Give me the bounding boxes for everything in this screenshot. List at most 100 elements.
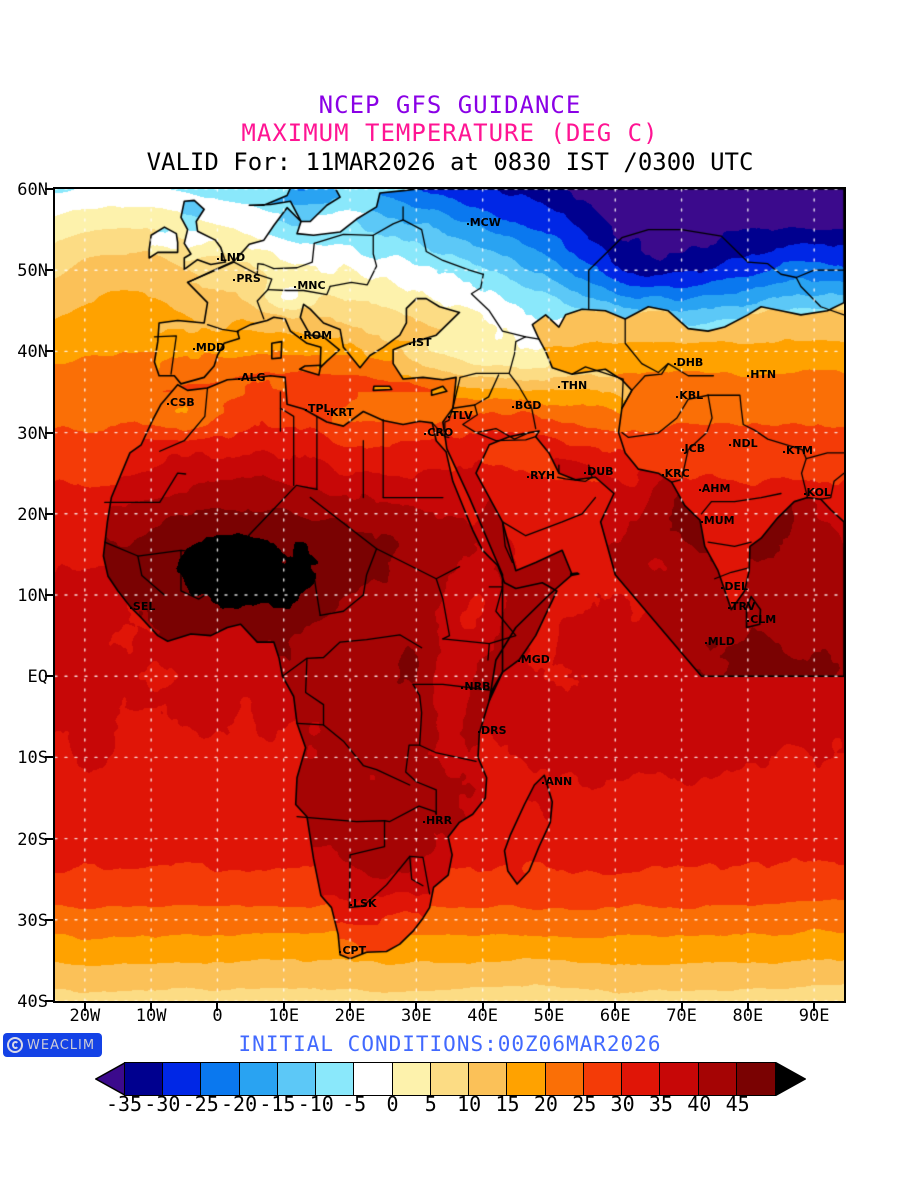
circle-c-icon: [7, 1037, 23, 1053]
city-label: KRC: [664, 467, 690, 480]
x-axis-label: 20W: [69, 1006, 101, 1026]
colorbar-tick-label: 5: [424, 1092, 437, 1116]
map-raster: [55, 189, 844, 1001]
y-axis-label: 40N: [17, 342, 48, 363]
y-axis-label: 20S: [17, 829, 48, 850]
city-label: ANN: [545, 774, 573, 788]
city-marker: [676, 396, 679, 399]
colorbar-tick-label: 20: [533, 1092, 558, 1116]
city-marker: [350, 903, 353, 906]
y-axis-tick: [45, 918, 53, 921]
colorbar-tick-label: -25: [182, 1092, 219, 1116]
y-axis-label: 10N: [17, 586, 48, 606]
city-label: TPL: [307, 402, 331, 416]
city-label: ROM: [303, 328, 333, 342]
y-axis-tick: [45, 756, 53, 759]
city-marker: [729, 443, 732, 446]
x-axis-tick: [547, 1003, 550, 1011]
city-label: PRS: [236, 272, 261, 286]
city-marker: [300, 335, 303, 338]
x-axis-tick: [150, 1003, 153, 1011]
city-label: SEL: [132, 600, 156, 614]
weaclim-logo[interactable]: WEACLIM: [3, 1033, 103, 1057]
x-axis-label: 40E: [467, 1006, 498, 1026]
colorbar-segment: [316, 1063, 355, 1095]
x-axis-label: 60E: [599, 1006, 631, 1026]
city-marker: [326, 413, 329, 416]
city-marker: [422, 820, 425, 823]
city-marker: [698, 489, 701, 492]
title-line-product: MAXIMUM TEMPERATURE (DEG C): [241, 119, 659, 147]
city-marker: [192, 348, 195, 351]
title-line-agency: NCEP GFS GUIDANCE: [318, 91, 582, 119]
x-axis-tick: [481, 1003, 484, 1011]
x-axis-label: 30E: [400, 1006, 432, 1026]
colorbar-tick-label: -20: [220, 1092, 258, 1116]
y-axis-tick: [45, 512, 53, 515]
city-label: NRB: [464, 679, 491, 693]
title-block: NCEP GFS GUIDANCE MAXIMUM TEMPERATURE (D…: [0, 92, 900, 177]
city-label: JCB: [684, 441, 706, 455]
colorbar-tick-label: -10: [297, 1092, 334, 1116]
colorbar-segment: [736, 1063, 775, 1095]
temperature-map[interactable]: MCW LND PRS MNC ROM IST MDD ALG CSB TPL KRT CRO TLV B…: [53, 187, 846, 1003]
colorbar-tick-label: 40: [687, 1092, 712, 1116]
city-marker: [558, 386, 561, 389]
city-label: MNC: [297, 278, 326, 292]
city-marker: [167, 403, 170, 406]
y-axis-label: 30N: [17, 423, 48, 444]
city-label: TLV: [451, 408, 473, 422]
colorbar-segment: [354, 1063, 393, 1095]
city-label: THN: [561, 379, 588, 393]
city-label: LND: [219, 251, 246, 265]
city-label: HRR: [425, 813, 453, 827]
city-label: AHM: [701, 482, 731, 496]
colorbar-segment: [392, 1063, 431, 1095]
x-axis-tick: [680, 1003, 683, 1011]
colorbar-tick-label: 45: [725, 1092, 750, 1116]
colorbar-tick-label: 0: [386, 1092, 399, 1116]
x-axis-label: 0: [212, 1006, 223, 1026]
city-label: MUM: [703, 514, 735, 528]
city-label: CPT: [342, 944, 367, 958]
x-axis-tick: [746, 1003, 749, 1011]
colorbar-tick-label: 25: [572, 1092, 597, 1116]
colorbar-segment: [239, 1063, 278, 1095]
city-label: HTN: [750, 367, 777, 381]
x-axis-tick: [216, 1003, 219, 1011]
x-axis-label: 90E: [798, 1006, 830, 1026]
city-marker: [409, 343, 412, 346]
colorbar-segment: [125, 1063, 164, 1095]
city-label: CSB: [170, 396, 195, 410]
city-marker: [466, 223, 469, 226]
initial-conditions-caption: INITIAL CONDITIONS:00Z06MAR2026: [238, 1032, 662, 1056]
city-marker: [661, 474, 664, 476]
x-axis-label: 10E: [268, 1006, 300, 1026]
y-axis-tick: [45, 431, 53, 434]
city-marker: [747, 620, 750, 623]
city-label: MCW: [469, 216, 501, 230]
colorbar-segment: [545, 1063, 584, 1095]
city-label: TRV: [730, 600, 756, 614]
city-marker: [339, 951, 342, 954]
y-axis-label: 40S: [17, 992, 48, 1012]
city-marker: [747, 374, 750, 377]
colorbar-ticks: -35 -30 -25 -20 -15 -10 -5 0 5 10 15 20 25 30 35 40 45: [95, 1092, 805, 1118]
x-axis-tick: [614, 1003, 617, 1011]
colorbar-segments: [124, 1062, 776, 1096]
x-axis-tick: [415, 1003, 418, 1011]
city-marker: [542, 781, 545, 784]
city-marker: [461, 686, 464, 689]
colorbar-tick-label: -30: [144, 1092, 181, 1116]
colorbar-tick-label: 15: [495, 1092, 520, 1116]
y-axis-tick: [45, 837, 53, 840]
colorbar-segment: [622, 1063, 661, 1095]
colorbar-segment: [430, 1063, 470, 1095]
city-marker: [237, 378, 240, 381]
colorbar-segment: [277, 1063, 317, 1095]
colorbar-tick-label: 30: [610, 1092, 635, 1116]
colorbar-tick-label: 35: [648, 1092, 673, 1116]
y-axis-tick: [45, 675, 53, 678]
city-label: MLD: [707, 635, 735, 649]
